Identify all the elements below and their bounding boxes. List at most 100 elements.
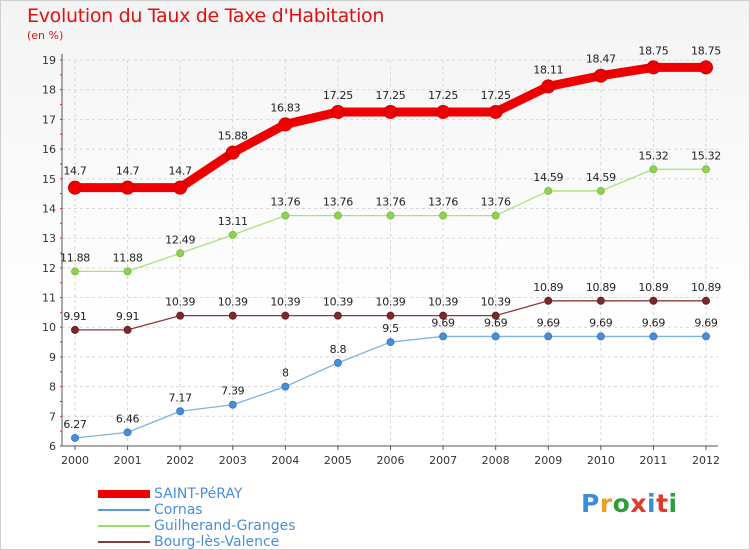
- data-point: [333, 311, 342, 320]
- data-point: [439, 332, 448, 341]
- data-label: 17.25: [481, 89, 511, 102]
- data-point: [649, 165, 658, 174]
- data-label: 13.76: [428, 196, 458, 209]
- data-label: 14.59: [586, 171, 616, 184]
- logo-letter: r: [599, 489, 613, 518]
- data-label: 10.39: [481, 296, 511, 309]
- data-label: 8.8: [330, 343, 347, 356]
- x-tick-label: 2011: [639, 454, 667, 467]
- y-tick-label: 18: [42, 84, 56, 97]
- data-label: 9.69: [537, 316, 561, 329]
- data-point: [386, 211, 395, 220]
- data-label: 11.88: [60, 251, 90, 264]
- data-label: 12.49: [165, 233, 195, 246]
- data-point: [123, 428, 132, 437]
- data-label: 14.59: [533, 171, 563, 184]
- data-label: 11.88: [113, 251, 143, 264]
- chart-title: Evolution du Taux de Taxe d'Habitation: [27, 5, 385, 27]
- data-point: [386, 311, 395, 320]
- data-point: [71, 325, 79, 334]
- data-label: 9.69: [484, 316, 508, 329]
- data-point: [71, 433, 79, 442]
- chart-subtitle: (en %): [27, 29, 64, 42]
- data-label: 17.25: [428, 89, 458, 102]
- data-point: [120, 180, 135, 195]
- data-label: 15.32: [638, 149, 668, 162]
- data-point: [649, 332, 658, 341]
- y-tick-label: 19: [42, 54, 56, 67]
- legend-swatch: [98, 525, 150, 527]
- x-tick-label: 2010: [587, 454, 615, 467]
- data-label: 13.76: [270, 196, 300, 209]
- data-point: [281, 382, 290, 391]
- y-tick-label: 12: [42, 262, 56, 275]
- data-label: 18.75: [638, 44, 668, 57]
- x-tick-label: 2012: [692, 454, 720, 467]
- data-point: [333, 358, 342, 367]
- data-label: 16.83: [270, 101, 300, 114]
- data-label: 9.69: [589, 316, 613, 329]
- legend-label: Bourg-lès-Valence: [154, 534, 280, 550]
- data-label: 14.7: [63, 165, 87, 178]
- data-label: 6.46: [116, 412, 140, 425]
- data-label: 10.89: [638, 281, 668, 294]
- legend-label: SAINT-PéRAY: [154, 486, 243, 502]
- data-label: 10.89: [691, 281, 721, 294]
- data-point: [544, 186, 553, 195]
- data-label: 10.89: [586, 281, 616, 294]
- data-label: 8: [282, 367, 289, 380]
- data-point: [330, 104, 345, 119]
- y-tick-label: 8: [49, 381, 56, 394]
- data-point: [699, 60, 713, 75]
- series-group: [68, 60, 713, 442]
- data-label: 15.88: [218, 130, 248, 143]
- x-tick-label: 2003: [219, 454, 247, 467]
- data-point: [596, 186, 605, 195]
- data-point: [281, 211, 290, 220]
- data-point: [176, 311, 185, 320]
- y-tick-label: 17: [42, 113, 56, 126]
- x-tick-label: 2002: [166, 454, 194, 467]
- data-point: [383, 104, 398, 119]
- x-tick-label: 2000: [61, 454, 89, 467]
- data-label: 10.39: [323, 296, 353, 309]
- data-point: [176, 407, 185, 416]
- data-label: 13.76: [481, 196, 511, 209]
- data-label: 18.75: [691, 44, 721, 57]
- legend-swatch: [98, 541, 150, 543]
- data-point: [123, 267, 132, 276]
- data-point: [491, 311, 500, 320]
- data-point: [596, 332, 605, 341]
- data-label: 9.69: [642, 316, 666, 329]
- data-point: [386, 338, 395, 347]
- data-label: 17.25: [323, 89, 353, 102]
- legend-swatch: [98, 490, 150, 498]
- data-point: [176, 249, 185, 258]
- x-tick-label: 2007: [429, 454, 457, 467]
- data-point: [173, 180, 188, 195]
- y-tick-label: 9: [49, 351, 56, 364]
- y-tick-label: 14: [42, 202, 56, 215]
- data-label: 9.91: [116, 310, 139, 323]
- legend-label: Guilherand-Granges: [154, 518, 296, 534]
- data-labels: 14.7 14.7 14.7 15.88 16.83 17.25 17.25 17.25 17.…: [60, 44, 722, 431]
- data-label: 15.32: [691, 149, 721, 162]
- logo-letter: i: [668, 489, 678, 518]
- y-tick-label: 10: [42, 321, 56, 334]
- data-label: 13.76: [376, 196, 406, 209]
- data-label: 9.91: [63, 310, 86, 323]
- logo-letter: t: [656, 489, 669, 518]
- data-label: 14.7: [169, 165, 193, 178]
- legend-swatch: [98, 509, 150, 511]
- data-label: 10.39: [218, 296, 248, 309]
- data-label: 10.39: [270, 296, 300, 309]
- data-label: 13.76: [323, 196, 353, 209]
- data-label: 9.5: [382, 322, 399, 335]
- data-point: [488, 104, 503, 119]
- data-label: 10.39: [165, 296, 195, 309]
- data-label: 13.11: [218, 215, 248, 228]
- data-label: 10.39: [428, 296, 458, 309]
- data-point: [544, 296, 553, 305]
